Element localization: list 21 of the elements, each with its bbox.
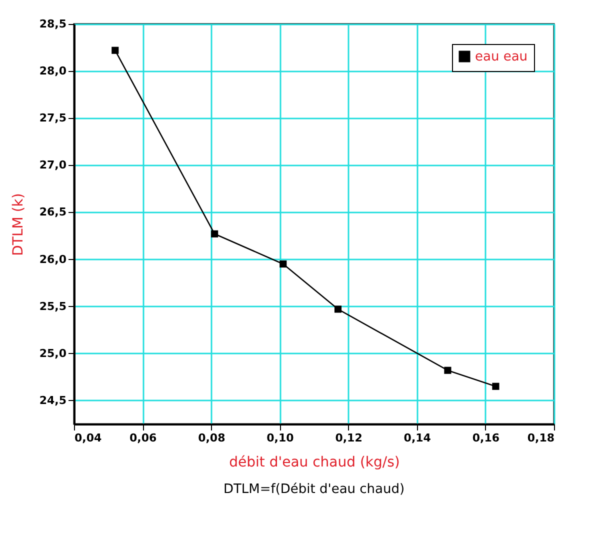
y-tick-label: 25,5 [39, 300, 66, 313]
y-tick-label: 28,5 [39, 18, 66, 30]
x-tick-label: 0,08 [198, 432, 226, 444]
x-tick-label: 0,04 [74, 432, 102, 444]
y-tick-label: 25,0 [39, 346, 67, 360]
y-tick-label: 26,5 [39, 206, 66, 219]
legend-label: eau eau [475, 50, 528, 64]
x-axis-title: débit d'eau chaud (kg/s) [229, 454, 400, 470]
y-tick-label: 26,0 [39, 252, 67, 266]
y-tick-label: 27,0 [39, 158, 67, 172]
x-tick-label: 0,12 [335, 432, 362, 444]
y-tick-label: 24,5 [39, 394, 66, 407]
x-tick-label: 0,06 [130, 432, 157, 444]
y-tick-label: 28,0 [39, 64, 67, 78]
x-tick-label: 0,16 [472, 432, 500, 444]
x-tick-label: 0,14 [404, 432, 432, 444]
y-axis-title: DTLM (k) [10, 193, 26, 256]
y-tick-label: 27,5 [39, 112, 66, 125]
text: DTLM=f(Débit d'eau chaud) [223, 482, 405, 497]
x-tick-label: 0,18 [527, 432, 554, 444]
x-tick-label: 0,10 [266, 432, 294, 444]
